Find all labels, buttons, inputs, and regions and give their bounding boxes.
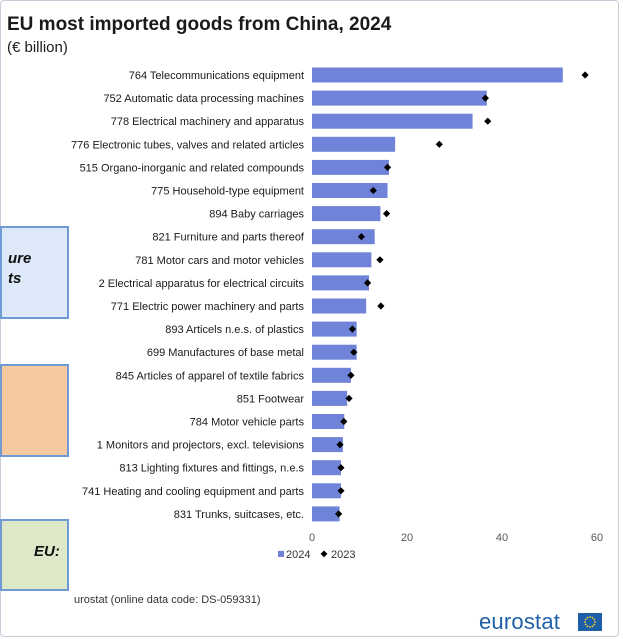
category-label: 771 Electric power machinery and parts bbox=[111, 301, 305, 313]
category-label: 764 Telecommunications equipment bbox=[129, 70, 304, 82]
category-label: 821 Furniture and parts thereof bbox=[152, 232, 305, 244]
marker-2023 bbox=[383, 163, 392, 171]
eu-flag-icon bbox=[578, 613, 602, 631]
category-label: 831 Trunks, suitcases, etc. bbox=[174, 509, 304, 521]
side-box-blue-line-1: ure bbox=[8, 250, 32, 267]
bar-2024 bbox=[312, 321, 357, 337]
bar-2024 bbox=[312, 506, 340, 522]
category-label: 894 Baby carriages bbox=[209, 209, 304, 221]
marker-2023 bbox=[376, 256, 384, 264]
category-label: 515 Organo-inorganic and related compoun… bbox=[80, 162, 305, 174]
bar-2024 bbox=[312, 275, 369, 291]
category-label: 851 Footwear bbox=[237, 393, 305, 405]
marker-2023 bbox=[335, 510, 343, 518]
side-box-blue: ure ts bbox=[0, 226, 69, 319]
bar-2024 bbox=[312, 344, 357, 360]
legend-label-2024: 2024 bbox=[286, 549, 310, 561]
marker-2023 bbox=[382, 210, 391, 218]
bar-2024 bbox=[312, 298, 367, 314]
marker-2023 bbox=[350, 348, 358, 356]
marker-2023 bbox=[336, 441, 344, 449]
bar-2024 bbox=[312, 159, 389, 175]
marker-2023 bbox=[347, 371, 355, 379]
category-label: 781 Motor cars and motor vehicles bbox=[135, 255, 304, 267]
chart-subtitle: (€ billion) bbox=[7, 39, 68, 56]
bar-2024 bbox=[312, 67, 563, 83]
marker-2023 bbox=[340, 417, 348, 426]
x-tick-label: 0 bbox=[309, 532, 315, 544]
marker-2023 bbox=[357, 233, 365, 241]
bar-2024 bbox=[312, 252, 372, 268]
marker-2023 bbox=[377, 302, 385, 310]
legend-label-2023: 2023 bbox=[331, 549, 355, 561]
bar-2024 bbox=[312, 390, 348, 406]
side-box-green-text: EU: bbox=[34, 543, 60, 560]
category-label: 775 Household-type equipment bbox=[151, 186, 304, 198]
chart-title: EU most imported goods from China, 2024 bbox=[7, 14, 392, 35]
marker-2023 bbox=[363, 279, 372, 287]
marker-2023 bbox=[484, 117, 492, 125]
category-label: 778 Electrical machinery and apparatus bbox=[111, 116, 305, 128]
bar-2024 bbox=[312, 183, 388, 198]
bar-2024 bbox=[312, 90, 487, 106]
marker-2023 bbox=[337, 464, 345, 472]
category-label: 845 Articles of apparel of textile fabri… bbox=[116, 370, 305, 382]
category-label: 741 Heating and cooling equipment and pa… bbox=[82, 486, 304, 498]
category-label: 752 Automatic data processing machines bbox=[103, 93, 304, 105]
marker-2023 bbox=[581, 71, 589, 79]
marker-2023 bbox=[481, 94, 489, 102]
bar-2024 bbox=[312, 206, 381, 222]
eurostat-logo-text: eurostat bbox=[479, 609, 561, 634]
category-label: 813 Lighting fixtures and fittings, n.e.… bbox=[119, 463, 304, 475]
marker-2023 bbox=[337, 487, 345, 495]
marker-2023 bbox=[348, 325, 356, 333]
bar-2024 bbox=[312, 229, 375, 245]
x-tick-label: 40 bbox=[496, 532, 508, 544]
legend-swatch-2024 bbox=[278, 550, 284, 557]
side-box-green: EU: bbox=[0, 519, 69, 591]
x-tick-label: 20 bbox=[401, 532, 413, 544]
x-tick-label: 60 bbox=[591, 532, 603, 544]
side-box-orange bbox=[0, 364, 69, 457]
bar-2024 bbox=[312, 460, 341, 476]
marker-2023 bbox=[345, 394, 353, 402]
bar-2024 bbox=[312, 483, 341, 499]
category-label: 2 Electrical apparatus for electrical ci… bbox=[99, 278, 305, 290]
category-label: 784 Motor vehicle parts bbox=[190, 417, 305, 429]
side-box-blue-line-2: ts bbox=[8, 270, 22, 287]
marker-2023 bbox=[435, 140, 443, 148]
legend-marker-2023 bbox=[320, 550, 328, 558]
bar-2024 bbox=[312, 136, 396, 152]
bar-2024 bbox=[312, 414, 345, 429]
marker-2023 bbox=[369, 186, 377, 195]
bar-2024 bbox=[312, 437, 343, 453]
category-label: 699 Manufactures of base metal bbox=[147, 347, 304, 359]
category-label: 893 Articels n.e.s. of plastics bbox=[165, 324, 304, 336]
bar-2024 bbox=[312, 367, 351, 383]
category-label: 776 Electronic tubes, valves and related… bbox=[71, 139, 304, 151]
source-note: urostat (online data code: DS-059331) bbox=[74, 594, 261, 606]
bar-2024 bbox=[312, 113, 473, 129]
category-label: 1 Monitors and projectors, excl. televis… bbox=[97, 440, 305, 452]
